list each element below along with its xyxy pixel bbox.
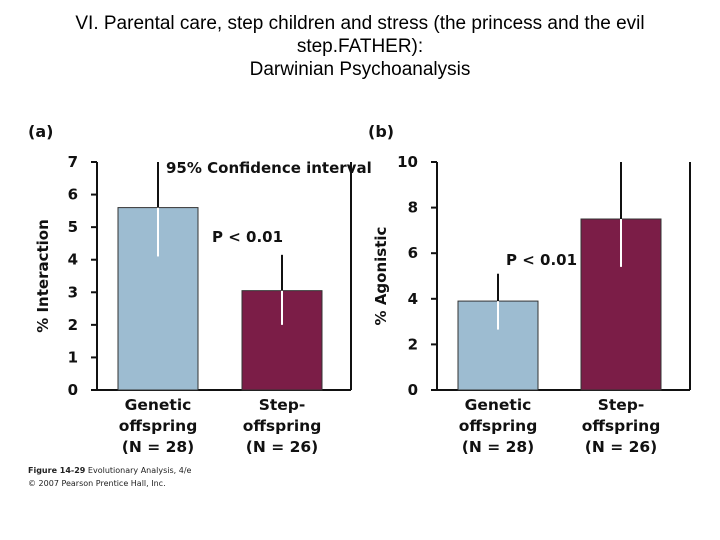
panel-b-label: (b) [368,122,394,141]
figure-caption-line2: © 2007 Pearson Prentice Hall, Inc. [28,479,166,488]
panel-b-category-label: offspring [459,417,538,435]
panel-b-category-label: Step- [598,396,645,414]
panel-a-category-label: offspring [119,417,198,435]
panel-a-label: (a) [28,122,53,141]
title-line-2: step.FATHER): [296,36,424,57]
panel-b-y-tick-label: 6 [408,244,418,262]
panel-b-y-tick-label: 2 [408,335,418,353]
panel-b-category-label: (N = 28) [462,438,535,456]
panel-a-y-axis-label: % Interaction [34,219,52,333]
slide-title: VI. Parental care, step children and str… [0,12,720,81]
title-line-1: VI. Parental care, step children and str… [75,13,645,34]
panel-a-y-tick-label: 6 [68,186,78,204]
panel-a-y-tick-label: 1 [68,348,78,366]
panel-b-y-tick-label: 4 [408,290,418,308]
panel-b-y-tick-label: 8 [408,199,418,217]
panel-a-y-tick-label: 5 [68,218,78,236]
panel-a-category-label: (N = 28) [122,438,195,456]
figure-source: Evolutionary Analysis, 4/e [85,466,192,475]
panel-a-category-label: (N = 26) [246,438,319,456]
panel-b-annotation: P < 0.01 [506,251,577,269]
panel-a-category-label: Genetic [125,396,192,414]
panel-a-y-tick-label: 4 [68,251,78,269]
panel-a-category-label: Step- [259,396,306,414]
panel-b-category-label: Genetic [465,396,532,414]
panel-b-category-label: (N = 26) [585,438,658,456]
panel-b-y-axis-label: % Agonistic [372,227,390,326]
panel-a-category-label: offspring [243,417,322,435]
panel-b-y-tick-label: 0 [408,381,418,399]
panel-a-y-tick-label: 0 [68,381,78,399]
figure-number: Figure 14-29 [28,466,86,475]
figure-caption-line1: Figure 14-29 Evolutionary Analysis, 4/e [28,466,191,475]
panel-b-category-label: offspring [582,417,661,435]
panel-b-y-tick-label: 10 [397,153,418,171]
panel-a-annotation: 95% Confidence interval [166,159,372,177]
panel-a-y-tick-label: 7 [68,153,78,171]
panel-a-y-tick-label: 3 [68,283,78,301]
panel-a-annotation: P < 0.01 [212,228,283,246]
title-line-3: Darwinian Psychoanalysis [249,59,471,80]
panel-a-y-tick-label: 2 [68,316,78,334]
